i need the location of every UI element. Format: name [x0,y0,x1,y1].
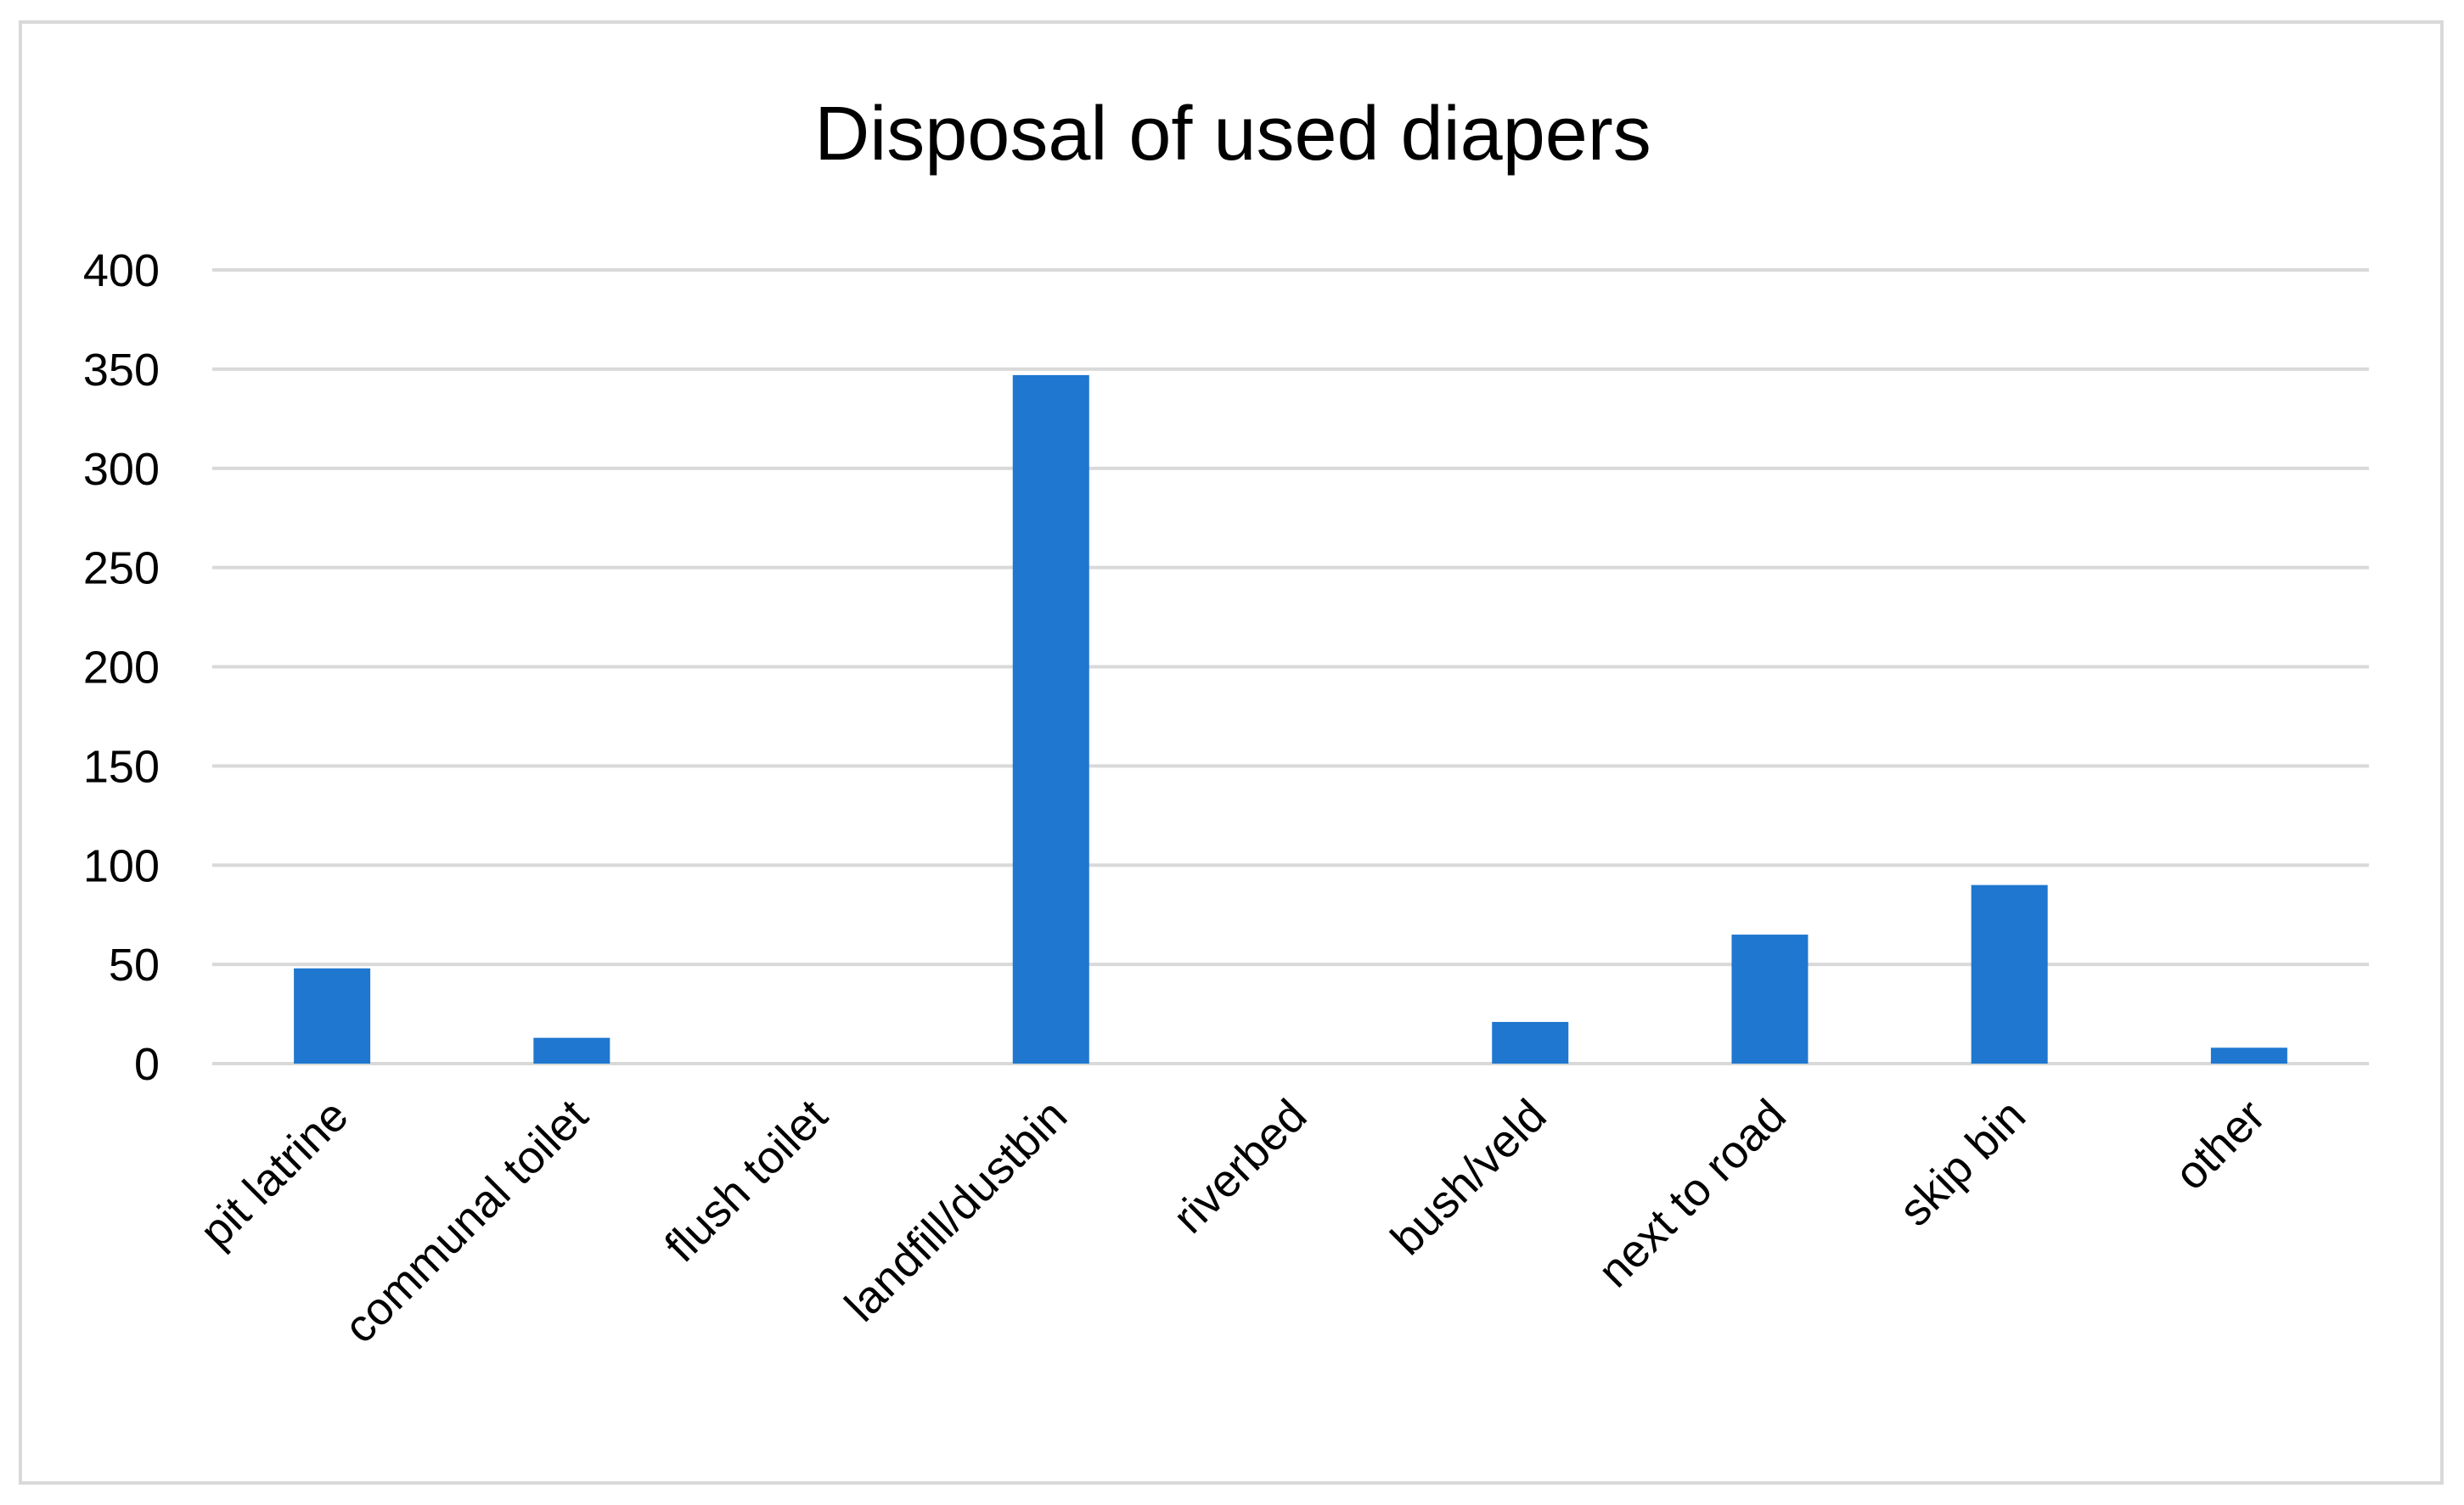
y-axis-ticks: 0 50 100 150 200 250 300 350 400 [83,245,160,1090]
y-tick-label: 0 [134,1039,160,1090]
bar-landfill-dustbin [1012,374,1089,1064]
y-tick-label: 400 [83,245,160,296]
y-tick-label: 200 [83,643,160,694]
y-tick-label: 150 [83,741,160,792]
chart-border [19,20,2444,1485]
bar-next-to-road [1731,935,1809,1064]
y-tick-label: 50 [109,940,160,991]
y-tick-label: 300 [83,444,160,495]
chart-title: Disposal of used diapers [814,92,1651,177]
bars [294,374,2287,1064]
y-tick-label: 100 [83,840,160,891]
y-tick-label: 350 [83,345,160,396]
bar-skip-bin [1971,884,2048,1064]
y-tick-label: 250 [83,543,160,594]
bar-other [2210,1047,2287,1064]
gridlines [212,268,2369,1065]
bar-pit-latrine [294,968,371,1064]
bar-bush-veld [1492,1021,1569,1064]
bar-communal-toilet [533,1037,610,1064]
